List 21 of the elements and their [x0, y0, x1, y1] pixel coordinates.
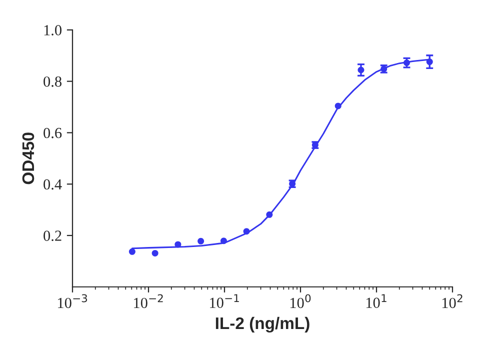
- x-tick-label: 10$^{−3}$: [58, 294, 88, 308]
- y-tick-label: 0.4: [44, 179, 62, 190]
- x-axis-title: IL-2 (ng/mL): [216, 316, 310, 333]
- x-tick-label: 10$^{1}$: [366, 294, 386, 308]
- y-tick-label: 0.2: [44, 230, 62, 242]
- point: [266, 211, 273, 218]
- point: [243, 228, 250, 235]
- point: [220, 238, 227, 244]
- point: [152, 250, 158, 256]
- x-tick-label: 10$^{−1}$: [210, 294, 239, 308]
- point: [198, 238, 204, 244]
- x-tick-label: 10$^{2}$: [442, 294, 462, 308]
- y-tick-label: 0.6: [44, 128, 62, 138]
- y-tick-label: 1.0: [44, 25, 62, 36]
- x-tick-label: 10$^{0}$: [290, 294, 311, 308]
- x-tick-label: 10$^{−2}$: [134, 294, 163, 308]
- point: [128, 248, 136, 255]
- y-tick-label: 0.8: [44, 76, 62, 87]
- y-axis-title: OD450: [22, 132, 34, 184]
- point: [334, 102, 342, 110]
- point: [174, 241, 182, 248]
